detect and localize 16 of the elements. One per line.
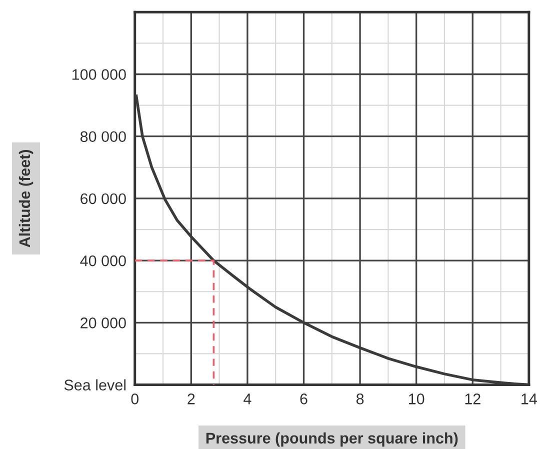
- x-tick-label: 0: [131, 394, 139, 404]
- y-tick-label: Sea level: [64, 379, 126, 390]
- x-tick-label: 2: [188, 394, 195, 404]
- y-tick-label: 20 000: [80, 318, 126, 328]
- x-tick-label: 6: [300, 394, 308, 404]
- x-tick-label: 10: [409, 394, 424, 404]
- x-tick-label: 4: [244, 394, 252, 404]
- y-tick-label: 40 000: [80, 255, 126, 266]
- y-tick-label: 100 000: [72, 69, 126, 80]
- y-tick-label: 80 000: [80, 131, 126, 142]
- x-tick-label: 8: [356, 394, 364, 404]
- x-tick-label: 12: [465, 394, 480, 404]
- y-axis-title: Altitude (feet): [18, 150, 34, 248]
- y-tick-label: 60 000: [80, 193, 126, 204]
- x-axis-title: Pressure (pounds per square inch): [206, 432, 458, 447]
- x-tick-label: 14: [522, 394, 537, 404]
